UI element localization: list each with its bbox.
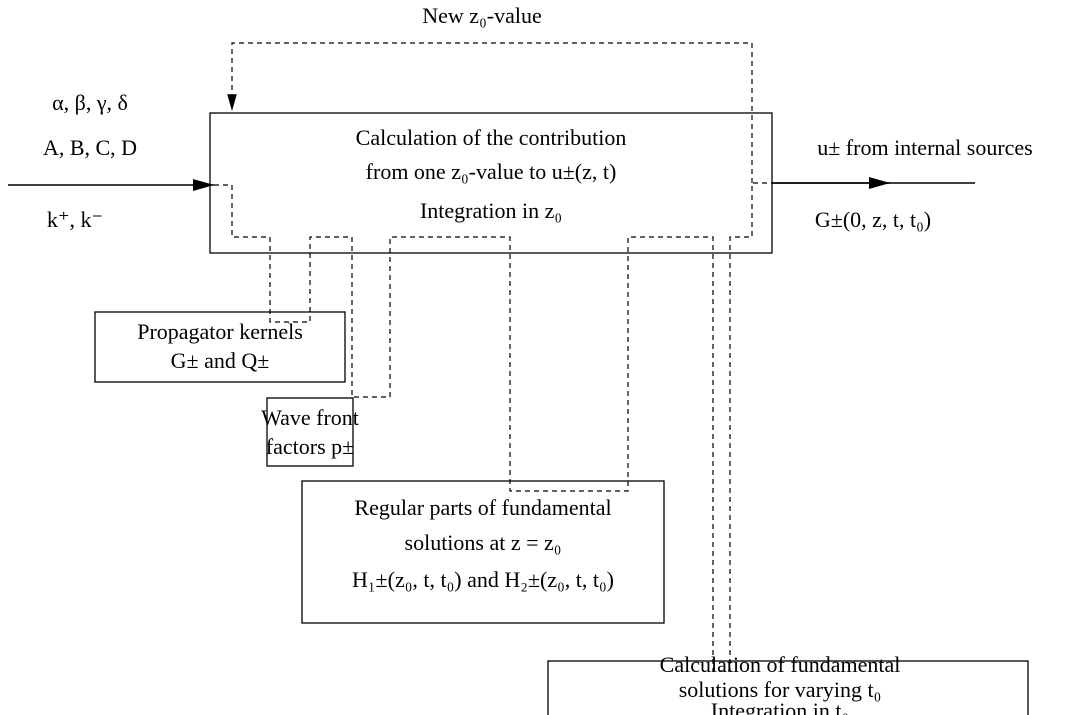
box-wave-front (266, 397, 354, 467)
box-text: Calculation of fundamental (660, 652, 901, 677)
box-text: solutions at z = z₀ (405, 530, 562, 555)
input-label: α, β, γ, δ (52, 90, 128, 115)
main-box-text: Integration in z₀ (420, 198, 562, 223)
box-text: G± and Q± (171, 348, 270, 373)
output-label: u± from internal sources (817, 135, 1033, 160)
box-text: Wave front (261, 405, 359, 430)
box-text: factors p± (266, 434, 354, 459)
box-propagator (94, 311, 346, 383)
output-label: G±(0, z, t, t₀) (815, 207, 931, 232)
input-label: k⁺, k⁻ (47, 207, 103, 232)
main-box-text: from one z₀-value to u±(z, t) (366, 159, 617, 184)
main-box-text: Calculation of the contribution (356, 125, 627, 150)
connection-path (214, 182, 772, 672)
main-box (209, 112, 773, 254)
box-text: Integration in t₀ (711, 698, 849, 715)
input-label: A, B, C, D (43, 135, 137, 160)
box-text: solutions for varying t₀ (679, 677, 882, 702)
loop-path (227, 42, 753, 183)
box-text: Regular parts of fundamental (354, 495, 611, 520)
loop-label: New z₀-value (422, 3, 541, 28)
box-regular-parts (301, 480, 665, 624)
box-text: H₁±(z₀, t, t₀) and H₂±(z₀, t, t₀) (352, 567, 614, 592)
box-fundamental (547, 660, 1029, 715)
box-text: Propagator kernels (137, 319, 303, 344)
